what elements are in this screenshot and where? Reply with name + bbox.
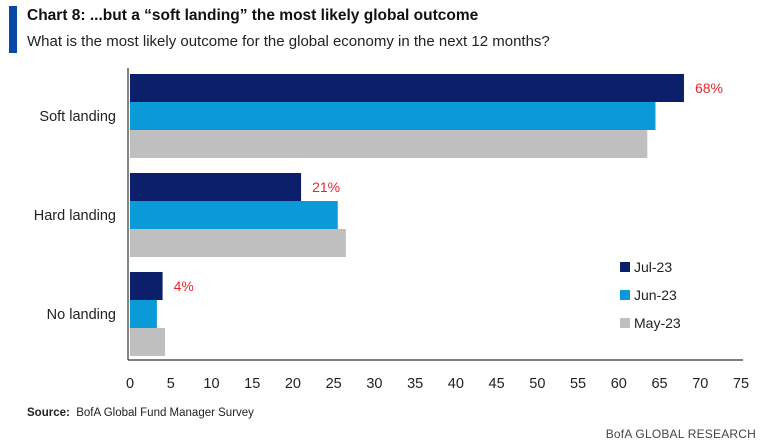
brand-footer: BofA GLOBAL RESEARCH <box>605 427 756 441</box>
x-tick-label: 50 <box>529 376 545 392</box>
x-tick-label: 20 <box>285 376 301 392</box>
data-label: 21% <box>312 179 340 195</box>
source-label: Source: <box>27 407 70 419</box>
bar-jun-23-soft-landing <box>130 102 656 130</box>
bar-may-23-soft-landing <box>130 130 648 158</box>
legend-swatch-may-23 <box>620 318 630 328</box>
x-tick-label: 75 <box>733 376 749 392</box>
data-label: 4% <box>174 278 194 294</box>
category-label: Hard landing <box>34 208 116 224</box>
chart-title: Chart 8: ...but a “soft landing” the mos… <box>27 7 479 24</box>
bar-jun-23-hard-landing <box>130 201 338 229</box>
bar-jul-23-no-landing <box>130 272 163 300</box>
source-note: Source: BofA Global Fund Manager Survey <box>27 407 254 419</box>
chart-subtitle: What is the most likely outcome for the … <box>27 33 550 50</box>
x-tick-label: 45 <box>489 376 505 392</box>
bar-may-23-no-landing <box>130 328 166 356</box>
x-tick-label: 25 <box>326 376 342 392</box>
category-label: Soft landing <box>39 109 116 125</box>
x-tick-label: 60 <box>611 376 627 392</box>
bar-chart: Soft landing 68% Hard landing 21% No landing… <box>34 68 749 392</box>
x-tick-label: 15 <box>244 376 260 392</box>
legend-label-jul-23: Jul-23 <box>634 259 672 275</box>
x-tick-label: 0 <box>126 376 134 392</box>
legend-swatch-jun-23 <box>620 290 630 300</box>
x-tick-label: 55 <box>570 376 586 392</box>
category-label: No landing <box>47 307 116 323</box>
legend-label-may-23: May-23 <box>634 315 681 331</box>
x-tick-label: 5 <box>167 376 175 392</box>
x-tick-label: 30 <box>366 376 382 392</box>
x-tick-label: 35 <box>407 376 423 392</box>
x-tick-label: 40 <box>448 376 464 392</box>
x-tick-label: 10 <box>203 376 219 392</box>
legend-label-jun-23: Jun-23 <box>634 287 677 303</box>
x-tick-label: 70 <box>692 376 708 392</box>
bar-may-23-hard-landing <box>130 229 346 257</box>
title-accent-bar <box>9 6 17 53</box>
bar-jun-23-no-landing <box>130 300 157 328</box>
bar-jul-23-hard-landing <box>130 173 302 201</box>
source-text: BofA Global Fund Manager Survey <box>76 407 254 419</box>
data-label: 68% <box>695 80 723 96</box>
x-tick-label: 65 <box>651 376 667 392</box>
bar-jul-23-soft-landing <box>130 74 684 102</box>
legend-swatch-jul-23 <box>620 262 630 272</box>
